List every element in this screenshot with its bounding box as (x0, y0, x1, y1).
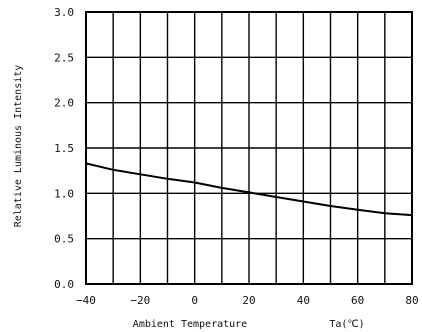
x-tick-label: −40 (76, 294, 96, 307)
y-tick-label: 1.5 (54, 142, 74, 155)
x-tick-label: 80 (405, 294, 418, 307)
y-tick-label: 3.0 (54, 6, 74, 19)
x-tick-label: 40 (297, 294, 310, 307)
series-line (85, 162, 413, 217)
x-tick-label: 20 (242, 294, 255, 307)
x-tick-label: 60 (351, 294, 364, 307)
plot-frame (85, 11, 413, 285)
y-axis-label: Relative Luminous Intensity (13, 65, 24, 228)
y-tick-label: 0.0 (54, 278, 74, 291)
y-tick-label: 2.5 (54, 51, 74, 64)
x-axis-unit-label: Ta(℃) (329, 319, 364, 330)
grid (86, 12, 412, 284)
x-tick-labels: −40 −20 0 20 40 60 80 (76, 294, 419, 307)
x-axis-label: Ambient Temperature (133, 319, 247, 330)
y-tick-label: 1.0 (54, 187, 74, 200)
x-tick-label: 0 (191, 294, 198, 307)
x-tick-label: −20 (130, 294, 150, 307)
y-tick-labels: 0.0 0.5 1.0 1.5 2.0 2.5 3.0 (54, 6, 74, 291)
y-tick-label: 0.5 (54, 233, 74, 246)
y-tick-label: 2.0 (54, 97, 74, 110)
